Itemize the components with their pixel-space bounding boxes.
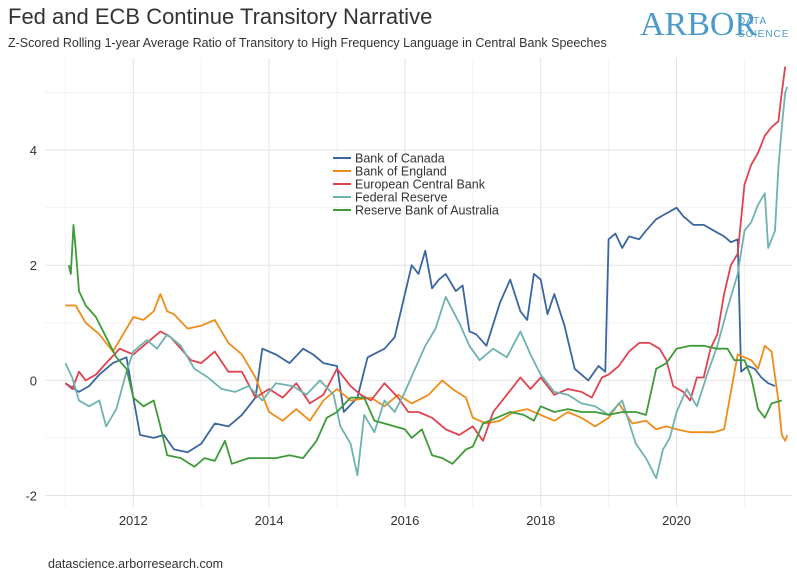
x-tick-label: 2016 <box>390 513 419 528</box>
series-line-bank-of-canada <box>64 206 776 454</box>
chart-subtitle: Z-Scored Rolling 1-year Average Ratio of… <box>8 36 607 50</box>
legend-label: Federal Reserve <box>355 191 447 205</box>
arbor-logo: ARBOR DATA SCIENCE <box>640 6 790 50</box>
chart-title: Fed and ECB Continue Transitory Narrativ… <box>8 4 433 29</box>
x-tick-label: 2012 <box>119 513 148 528</box>
legend-label: European Central Bank <box>355 178 486 192</box>
legend-label: Bank of England <box>355 165 447 179</box>
series-line-bank-of-england <box>65 293 789 442</box>
series-line-reserve-bank-of-australia <box>67 224 783 468</box>
logo-sub-line1: DATA <box>738 16 768 27</box>
legend-label: Reserve Bank of Australia <box>355 204 499 218</box>
logo-sub-line2: SCIENCE <box>738 29 790 40</box>
x-tick-label: 2020 <box>662 513 691 528</box>
legend-label: Bank of Canada <box>355 152 445 166</box>
logo-wordmark: ARBOR <box>640 6 758 43</box>
y-tick-label: 0 <box>30 373 37 388</box>
source-footer: datascience.arborresearch.com <box>48 557 224 571</box>
y-tick-label: 2 <box>30 258 37 273</box>
y-tick-label: -2 <box>25 488 37 503</box>
x-tick-label: 2014 <box>255 513 284 528</box>
x-tick-label: 2018 <box>526 513 555 528</box>
y-tick-label: 4 <box>30 143 37 158</box>
series-line-federal-reserve <box>64 86 789 480</box>
